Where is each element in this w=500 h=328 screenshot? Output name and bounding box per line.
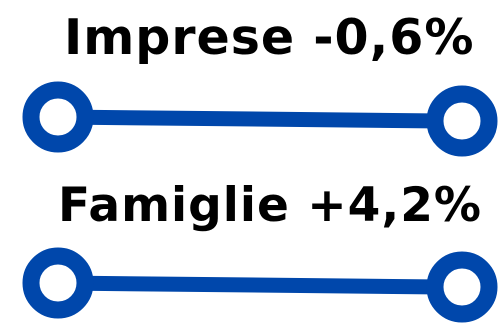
imprese-right-node [426,85,498,157]
imprese-label: Imprese -0,6% [64,9,475,66]
famiglie-connector [22,247,498,323]
famiglie-right-node [426,251,498,323]
imprese-connector [22,81,498,157]
famiglie-bar [50,275,450,295]
famiglie-label: Famiglie +4,2% [58,178,482,233]
famiglie-left-node [22,247,94,319]
imprese-left-node [22,81,94,153]
imprese-bar [50,109,450,129]
